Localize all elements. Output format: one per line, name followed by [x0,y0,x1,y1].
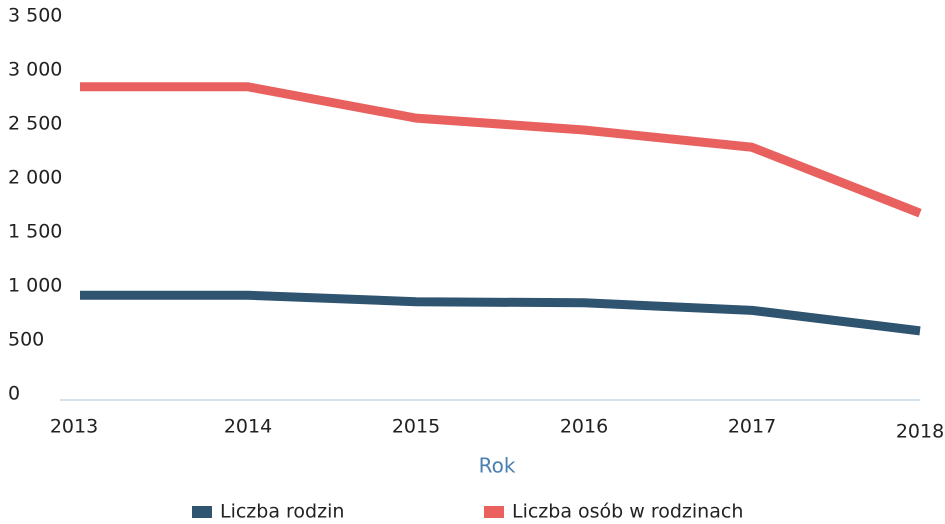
y-tick-label: 2 500 [8,113,62,135]
x-axis-label: Rok [479,454,516,478]
y-tick-label: 0 [8,383,20,405]
x-tick-label: 2017 [728,416,776,438]
series-line [80,82,922,218]
y-tick-label: 500 [8,329,44,351]
x-tick-label: 2016 [560,416,608,438]
y-tick-label: 1 000 [8,275,62,297]
y-tick-label: 3 000 [8,59,62,81]
y-tick-label: 2 000 [8,167,62,189]
x-tick-label: 2014 [224,416,272,438]
legend-label: Liczba osób w rodzinach [512,501,743,523]
x-tick-label: 2013 [50,416,98,438]
y-tick-label: 3 500 [8,5,62,27]
x-tick-label: 2015 [392,416,440,438]
series-line [80,290,921,336]
legend-label: Liczba rodzin [220,501,344,523]
x-tick-label: 2018 [896,421,944,443]
legend-swatch [192,506,212,518]
legend-swatch [484,506,504,518]
y-tick-label: 1 500 [8,221,62,243]
